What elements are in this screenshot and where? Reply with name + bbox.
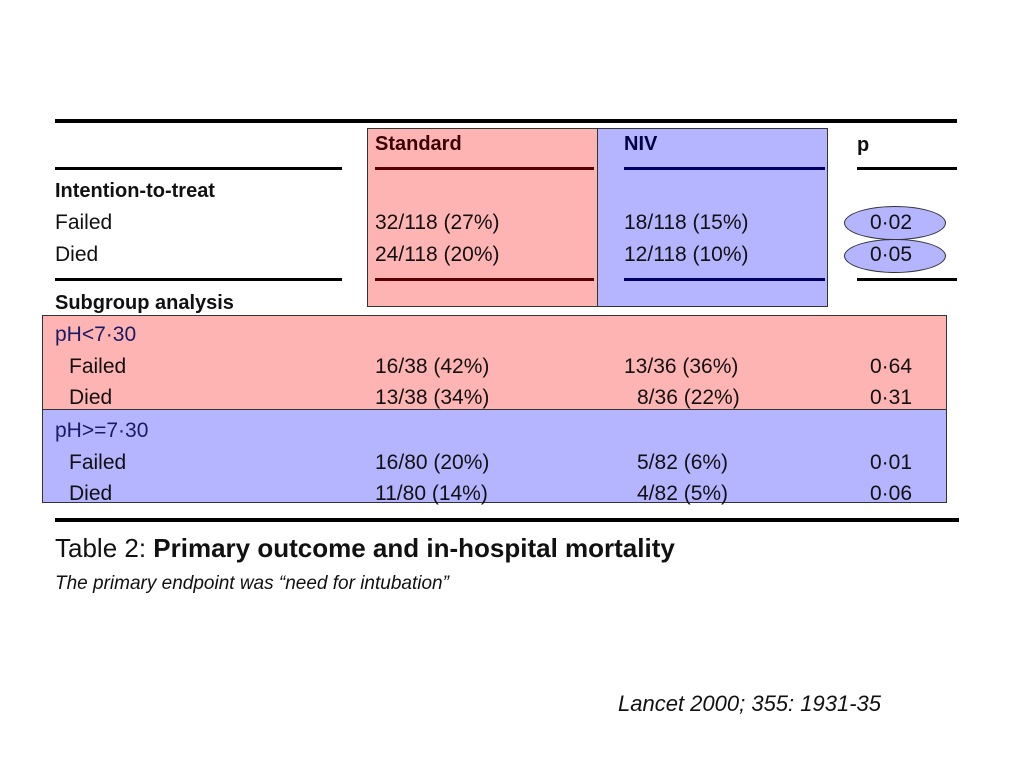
top-rule bbox=[55, 119, 957, 123]
itt-rule-left bbox=[55, 167, 342, 170]
low-ph-failed-standard: 16/38 (42%) bbox=[375, 355, 490, 378]
low-ph-subgroup-highlight bbox=[42, 315, 947, 410]
low-ph-died-niv: 8/36 (22%) bbox=[637, 386, 740, 409]
high-ph-died-standard: 11/80 (14%) bbox=[375, 482, 488, 505]
low-ph-group-label: pH<7·30 bbox=[55, 323, 137, 346]
itt-died-p: 0·05 bbox=[870, 243, 913, 266]
endpoint-note: The primary endpoint was “need for intub… bbox=[55, 573, 449, 594]
standard-column-highlight bbox=[367, 128, 598, 307]
p-itt-rule bbox=[857, 278, 957, 281]
low-ph-died-label: Died bbox=[69, 386, 113, 409]
itt-failed-label: Failed bbox=[55, 211, 113, 234]
high-ph-failed-standard: 16/80 (20%) bbox=[375, 451, 490, 474]
low-ph-failed-label: Failed bbox=[69, 355, 127, 378]
p-column-header: p bbox=[857, 134, 870, 156]
citation: Lancet 2000; 355: 1931-35 bbox=[618, 691, 882, 716]
niv-header-rule bbox=[624, 167, 825, 170]
high-ph-died-niv: 4/82 (5%) bbox=[637, 482, 729, 505]
niv-column-header: NIV bbox=[624, 133, 658, 155]
subgroup-rule-left bbox=[55, 278, 342, 281]
subgroup-section-title: Subgroup analysis bbox=[55, 292, 234, 314]
niv-itt-rule bbox=[624, 278, 825, 281]
low-ph-died-standard: 13/38 (34%) bbox=[375, 386, 490, 409]
bottom-rule bbox=[55, 518, 959, 522]
niv-column-highlight bbox=[597, 128, 828, 307]
itt-died-niv: 12/118 (10%) bbox=[624, 243, 749, 266]
high-ph-failed-p: 0·01 bbox=[870, 451, 913, 474]
itt-died-label: Died bbox=[55, 243, 99, 266]
low-ph-died-p: 0·31 bbox=[870, 386, 913, 409]
low-ph-failed-niv: 13/36 (36%) bbox=[624, 355, 739, 378]
p-header-rule bbox=[857, 167, 957, 170]
table-caption: Table 2: Primary outcome and in-hospital… bbox=[55, 533, 675, 563]
standard-itt-rule bbox=[375, 278, 594, 281]
p-value-highlight-died bbox=[844, 239, 946, 273]
high-ph-group-label: pH>=7·30 bbox=[55, 419, 149, 442]
itt-died-standard: 24/118 (20%) bbox=[375, 243, 500, 266]
high-ph-died-p: 0·06 bbox=[870, 482, 913, 505]
high-ph-failed-label: Failed bbox=[69, 451, 127, 474]
itt-failed-standard: 32/118 (27%) bbox=[375, 211, 500, 234]
itt-failed-niv: 18/118 (15%) bbox=[624, 211, 749, 234]
table-caption-title: Primary outcome and in-hospital mortalit… bbox=[153, 533, 675, 563]
standard-column-header: Standard bbox=[375, 133, 462, 155]
standard-header-rule bbox=[375, 167, 594, 170]
table-caption-prefix: Table 2: bbox=[55, 533, 154, 563]
high-ph-died-label: Died bbox=[69, 482, 113, 505]
high-ph-subgroup-highlight bbox=[42, 409, 947, 503]
low-ph-failed-p: 0·64 bbox=[870, 355, 913, 378]
high-ph-failed-niv: 5/82 (6%) bbox=[637, 451, 729, 474]
itt-section-title: Intention-to-treat bbox=[55, 180, 215, 202]
itt-failed-p: 0·02 bbox=[870, 211, 913, 234]
